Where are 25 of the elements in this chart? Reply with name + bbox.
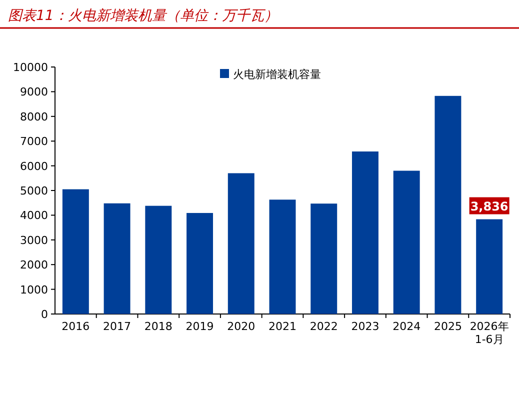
y-tick-label: 2000 <box>20 258 48 272</box>
x-tick-label: 2017 <box>103 320 132 333</box>
y-tick-label: 3000 <box>20 234 48 247</box>
x-tick-label: 2026年 1-6月 <box>470 320 509 346</box>
x-tick-label: 2024 <box>392 320 421 333</box>
y-tick-label: 5000 <box>20 184 48 198</box>
x-tick-label: 2018 <box>144 320 172 333</box>
title: 图表11：火电新增装机量（单位：万千瓦） <box>8 8 278 24</box>
x-tick-label: 2025 <box>434 320 462 333</box>
y-tick-label: 9000 <box>20 86 48 99</box>
y-tick-label: 1000 <box>20 283 48 296</box>
y-tick-label: 6000 <box>20 160 48 173</box>
x-tick-label: 2022 <box>310 320 338 333</box>
y-tick-label: 7000 <box>20 135 48 148</box>
legend-label: 火电新增装机容量 <box>233 68 321 81</box>
x-tick-label: 2016 <box>62 320 90 333</box>
y-tick-label: 4000 <box>20 209 48 222</box>
y-tick-label: 10000 <box>13 61 48 74</box>
y-tick-label: 0 <box>41 308 48 321</box>
data-label: 3,836 <box>470 199 508 214</box>
y-tick-label: 8000 <box>20 110 48 124</box>
x-tick-label: 2019 <box>186 320 214 333</box>
x-tick-label: 2021 <box>268 320 296 333</box>
x-tick-label: 2023 <box>351 320 380 333</box>
x-tick-label: 2020 <box>227 320 256 333</box>
